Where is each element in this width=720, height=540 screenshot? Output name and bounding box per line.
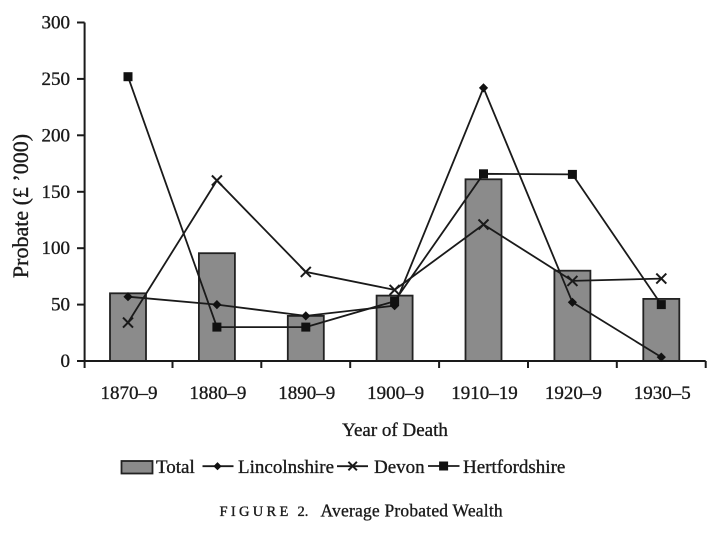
svg-text:200: 200 <box>42 125 71 146</box>
svg-text:300: 300 <box>42 13 71 34</box>
svg-text:2.: 2. <box>298 504 309 520</box>
svg-text:Year of Death: Year of Death <box>342 420 448 441</box>
svg-text:1920–9: 1920–9 <box>545 383 602 404</box>
svg-text:50: 50 <box>51 295 70 316</box>
svg-text:FIGURE: FIGURE <box>220 504 292 520</box>
svg-text:150: 150 <box>42 182 71 203</box>
svg-text:1900–9: 1900–9 <box>367 383 424 404</box>
svg-text:250: 250 <box>42 69 71 90</box>
svg-text:Total: Total <box>156 457 195 478</box>
svg-text:100: 100 <box>42 238 71 259</box>
svg-text:1930–5: 1930–5 <box>634 383 691 404</box>
svg-text:0: 0 <box>61 351 71 372</box>
svg-text:1890–9: 1890–9 <box>278 383 335 404</box>
svg-text:Average Probated Wealth: Average Probated Wealth <box>321 501 503 521</box>
svg-text:1880–9: 1880–9 <box>189 383 246 404</box>
svg-text:Devon: Devon <box>374 457 425 478</box>
svg-text:Lincolnshire: Lincolnshire <box>238 457 334 478</box>
svg-text:Hertfordshire: Hertfordshire <box>463 457 565 478</box>
svg-text:1910–19: 1910–19 <box>451 383 518 404</box>
svg-text:1870–9: 1870–9 <box>101 383 158 404</box>
svg-text:Probate (£ ’000): Probate (£ ’000) <box>8 134 33 278</box>
